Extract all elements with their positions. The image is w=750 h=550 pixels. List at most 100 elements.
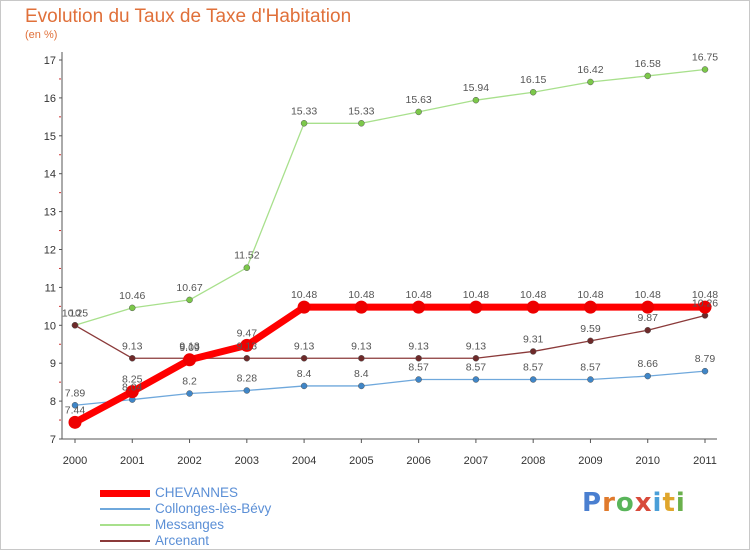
data-point — [701, 367, 709, 375]
data-label: 10.48 — [291, 289, 317, 301]
data-point — [472, 376, 480, 383]
data-point — [71, 322, 79, 329]
logo-letter: P — [582, 488, 603, 518]
data-label: 9.87 — [638, 312, 659, 324]
data-label: 8.28 — [237, 372, 258, 384]
series-line-arcenant — [74, 314, 706, 359]
legend-item: Arcenant — [100, 533, 400, 549]
data-label: 10.48 — [463, 289, 489, 301]
data-label: 10.48 — [692, 289, 718, 301]
data-label: 15.33 — [291, 105, 317, 117]
data-point — [68, 415, 82, 429]
y-tick-label: 14 — [44, 169, 56, 181]
data-label: 16.75 — [692, 51, 718, 63]
data-label: 7.44 — [65, 404, 86, 416]
data-label: 10.67 — [176, 282, 202, 294]
chart-title: Evolution du Taux de Taxe d'Habitation — [25, 6, 352, 27]
y-tick-label: 16 — [44, 93, 56, 105]
y-tick-label: 17 — [44, 55, 56, 67]
data-label: 10.26 — [692, 297, 718, 309]
x-tick-label: 2003 — [235, 455, 259, 467]
data-point — [698, 300, 712, 314]
chart-subtitle: (en %) — [25, 29, 58, 41]
data-point — [129, 304, 136, 312]
data-label: 16.15 — [520, 74, 546, 86]
data-point — [297, 300, 311, 314]
legend-item: Messanges — [100, 517, 400, 533]
data-label: 9.47 — [237, 327, 258, 339]
data-point — [243, 355, 251, 362]
x-tick-label: 2008 — [521, 455, 545, 467]
data-label: 9.31 — [523, 333, 544, 345]
data-label: 9.59 — [580, 323, 601, 335]
logo-letter: i — [675, 488, 686, 518]
data-point — [472, 96, 480, 104]
y-tick-label: 8 — [50, 396, 56, 408]
data-label: 11.52 — [234, 250, 260, 262]
data-point — [583, 300, 597, 314]
data-label: 8.2 — [182, 376, 197, 388]
logo-letter: t — [662, 488, 676, 518]
data-label: 9.13 — [179, 340, 200, 352]
legend-item: Collonges-lès-Bévy — [100, 501, 400, 517]
data-label: 15.33 — [348, 105, 374, 117]
data-label: 16.58 — [635, 58, 661, 70]
legend: CHEVANNES Collonges-lès-Bévy Messanges Arce… — [100, 485, 400, 549]
legend-label: Messanges — [155, 517, 225, 532]
data-label: 15.94 — [463, 82, 489, 94]
y-tick-label: 9 — [50, 358, 56, 370]
logo-letter: i — [652, 488, 663, 518]
data-point — [415, 355, 422, 362]
legend-label: CHEVANNES — [155, 485, 239, 500]
data-point — [71, 402, 79, 409]
data-label: 10.48 — [635, 289, 661, 301]
data-label: 9.13 — [122, 340, 143, 352]
data-point — [587, 337, 594, 345]
data-point — [300, 355, 308, 362]
y-tick-label: 11 — [45, 282, 56, 294]
data-point — [243, 264, 251, 271]
data-label: 10.48 — [520, 289, 546, 301]
legend-item: CHEVANNES — [100, 485, 400, 501]
data-label: 8.04 — [122, 382, 143, 394]
data-point — [529, 88, 537, 96]
data-point — [125, 385, 139, 399]
data-label: 9.13 — [408, 340, 429, 352]
data-label: 10.46 — [119, 290, 145, 302]
data-point — [529, 376, 537, 383]
x-tick-label: 2004 — [292, 455, 316, 467]
data-point — [587, 78, 594, 86]
data-point — [472, 355, 480, 362]
x-tick-label: 2006 — [406, 455, 430, 467]
legend-label: Arcenant — [155, 533, 210, 548]
data-label: 8.25 — [122, 374, 143, 386]
data-label: 7.89 — [65, 387, 86, 399]
data-label: 8.66 — [638, 358, 659, 370]
series-line-messanges — [74, 68, 706, 326]
data-point — [186, 296, 193, 304]
logo-letter: x — [634, 488, 653, 518]
data-point — [701, 66, 709, 73]
y-tick-label: 10 — [44, 320, 56, 332]
data-point — [183, 353, 197, 367]
data-label: 15.63 — [405, 94, 431, 106]
x-tick-label: 2007 — [464, 455, 488, 467]
data-point — [526, 300, 540, 314]
data-point — [358, 355, 365, 362]
data-point — [644, 326, 651, 334]
series-line-chevannes — [73, 303, 705, 426]
x-tick-label: 2010 — [635, 455, 659, 467]
legend-swatch — [100, 508, 150, 510]
data-label: 16.42 — [577, 64, 603, 76]
logo-letter: o — [615, 488, 635, 518]
data-label: 8.57 — [580, 361, 601, 373]
data-point — [243, 387, 251, 394]
x-tick-label: 2005 — [349, 455, 373, 467]
y-tick-label: 15 — [44, 131, 56, 143]
y-tick-label: 7 — [50, 434, 56, 446]
proxiti-logo: Proxiti — [582, 488, 686, 518]
legend-swatch — [100, 489, 150, 497]
legend-swatch — [100, 540, 150, 542]
